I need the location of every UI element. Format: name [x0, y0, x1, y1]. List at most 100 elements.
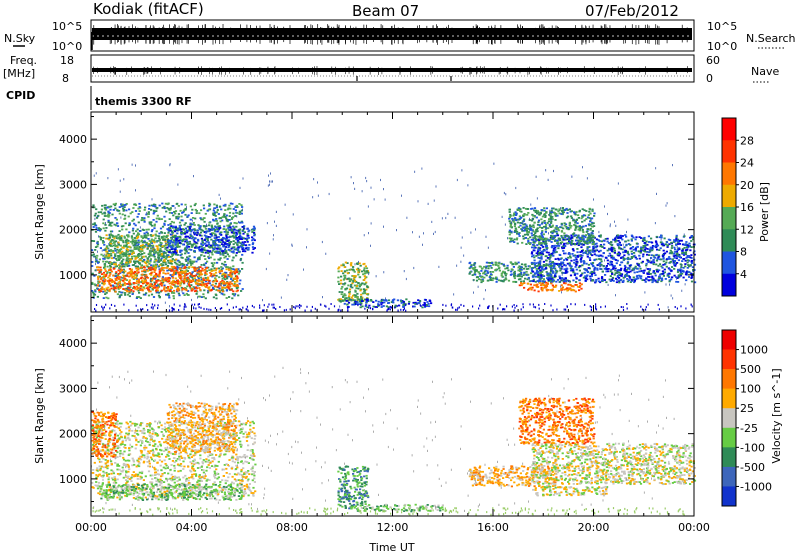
- scatter-cell: [237, 290, 239, 292]
- scatter-cell: [614, 250, 616, 252]
- scatter-cell: [186, 242, 188, 244]
- scatter-cell: [156, 218, 158, 220]
- scatter-cell: [539, 249, 541, 251]
- scatter-cell: [232, 268, 234, 270]
- scatter-cell: [111, 262, 113, 264]
- scatter-cell: [567, 263, 569, 265]
- scatter-cell: [223, 294, 225, 296]
- scatter-cell: [144, 207, 146, 209]
- scatter-cell: [429, 300, 431, 302]
- scatter-cell: [669, 268, 671, 270]
- scatter-cell: [167, 265, 169, 267]
- scatter-cell: [109, 212, 111, 214]
- scatter-cell: [165, 245, 167, 247]
- scatter-cell: [181, 220, 183, 222]
- scatter-cell: [345, 262, 347, 264]
- scatter-cell: [179, 268, 181, 270]
- scatter-cell: [103, 244, 105, 246]
- scatter-cell: [159, 272, 161, 274]
- scatter-cell: [226, 297, 228, 299]
- scatter-cell: [105, 238, 107, 240]
- scatter-cell: [108, 239, 110, 241]
- scatter-cell: [155, 290, 157, 292]
- scatter-cell: [196, 280, 198, 282]
- scatter-cell: [613, 257, 615, 259]
- scatter-cell: [551, 247, 553, 249]
- scatter-cell: [608, 268, 610, 270]
- scatter-cell: [618, 248, 620, 250]
- scatter-cell: [116, 219, 118, 221]
- scatter-cell: [193, 239, 195, 241]
- scatter-cell: [613, 248, 615, 250]
- scatter-cell: [162, 272, 164, 274]
- scatter-cell: [121, 239, 123, 241]
- scatter-cell: [225, 274, 227, 276]
- scatter-cell: [186, 245, 188, 247]
- scatter-cell: [121, 226, 123, 228]
- scatter-cell: [144, 233, 146, 235]
- scatter-cell: [676, 257, 678, 259]
- scatter-cell: [213, 204, 215, 206]
- scatter-cell: [642, 247, 644, 249]
- scatter-cell: [144, 245, 146, 247]
- scatter-cell: [117, 225, 119, 227]
- scatter-cell: [219, 233, 221, 235]
- scatter-cell: [193, 267, 195, 269]
- scatter-cell: [486, 262, 488, 264]
- scatter-cell: [253, 226, 255, 228]
- scatter-cell: [174, 230, 176, 232]
- scatter-cell: [642, 250, 644, 252]
- scatter-cell: [227, 240, 229, 242]
- scatter-cell: [232, 213, 234, 215]
- scatter-cell: [686, 246, 688, 248]
- scatter-cell: [351, 304, 353, 306]
- scatter-cell: [241, 206, 243, 208]
- scatter-cell: [685, 253, 687, 255]
- scatter-cell: [110, 255, 112, 257]
- scatter-cell: [222, 291, 224, 293]
- scatter-cell: [132, 230, 134, 232]
- scatter-cell: [185, 238, 187, 240]
- scatter-cell: [513, 266, 515, 268]
- scatter-cell: [557, 247, 559, 249]
- scatter-cell: [188, 249, 190, 251]
- scatter-cell: [180, 216, 182, 218]
- scatter-cell: [525, 274, 527, 276]
- scatter-cell: [200, 209, 202, 211]
- scatter-cell: [354, 296, 356, 298]
- scatter-cell: [512, 281, 514, 283]
- scatter-cell: [109, 265, 111, 267]
- scatter-cell: [195, 209, 197, 211]
- scatter-cell: [137, 208, 139, 210]
- scatter-cell: [192, 244, 194, 246]
- scatter-cell: [625, 236, 627, 238]
- scatter-cell: [357, 296, 359, 298]
- scatter-cell: [189, 230, 191, 232]
- scatter-cell: [218, 283, 220, 285]
- scatter-cell: [174, 251, 176, 253]
- scatter-cell: [208, 230, 210, 232]
- scatter-cell: [424, 302, 426, 304]
- scatter-cell: [201, 249, 203, 251]
- scatter-cell: [512, 263, 514, 265]
- scatter-cell: [626, 273, 628, 275]
- scatter-cell: [236, 281, 238, 283]
- scatter-cell: [177, 281, 179, 283]
- scatter-cell: [122, 255, 124, 257]
- scatter-cell: [145, 237, 147, 239]
- scatter-cell: [189, 228, 191, 230]
- scatter-cell: [230, 278, 232, 280]
- scatter-cell: [484, 271, 486, 273]
- scatter-cell: [149, 221, 151, 223]
- scatter-cell: [492, 277, 494, 279]
- scatter-cell: [625, 271, 627, 273]
- scatter-cell: [101, 205, 103, 207]
- scatter-cell: [363, 279, 365, 281]
- scatter-cell: [473, 263, 475, 265]
- scatter-cell: [107, 297, 109, 299]
- scatter-cell: [344, 282, 346, 284]
- scatter-cell: [124, 279, 126, 281]
- scatter-cell: [251, 239, 253, 241]
- scatter-cell: [134, 288, 136, 290]
- scatter-cell: [203, 217, 205, 219]
